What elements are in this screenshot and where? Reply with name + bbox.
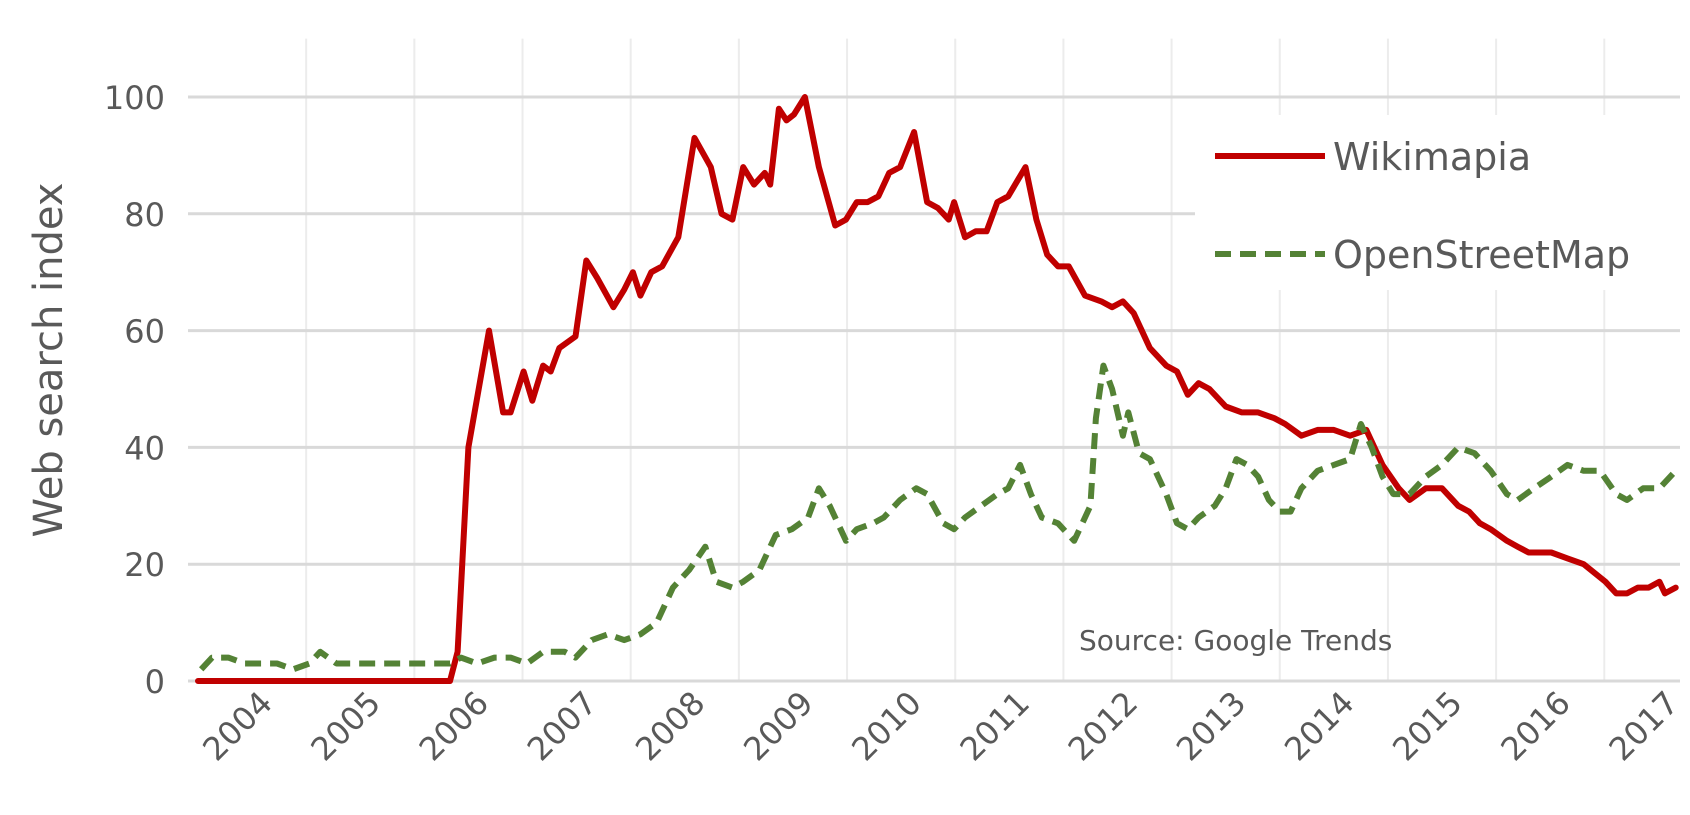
source-annotation: Source: Google Trends <box>1079 624 1392 657</box>
x-tick-label: 2010 <box>844 684 928 768</box>
x-tick-label: 2015 <box>1385 684 1469 768</box>
x-tick-label: 2011 <box>953 684 1037 768</box>
x-tick-label: 2004 <box>195 684 279 768</box>
y-tick-label: 0 <box>145 663 165 701</box>
y-tick-label: 100 <box>104 79 165 117</box>
y-tick-labels: 0 20 40 60 80 100 <box>104 79 165 701</box>
legend-label-openstreetmap: OpenStreetMap <box>1333 233 1630 277</box>
legend-label-wikimapia: Wikimapia <box>1333 135 1531 179</box>
y-tick-label: 60 <box>124 313 165 351</box>
x-tick-label: 2008 <box>628 684 712 768</box>
series-line-openstreetmap <box>199 362 1678 673</box>
x-tick-label: 2005 <box>303 684 387 768</box>
series-lines <box>195 94 1679 684</box>
x-tick-label: 2012 <box>1061 684 1145 768</box>
x-tick-label: 2006 <box>412 684 496 768</box>
legend-background <box>1195 115 1685 290</box>
x-tick-label: 2007 <box>520 684 604 768</box>
x-tick-label: 2017 <box>1602 684 1686 768</box>
y-tick-label: 40 <box>124 429 165 467</box>
y-axis-label: Web search index <box>26 183 72 538</box>
x-tick-label: 2016 <box>1493 684 1577 768</box>
y-tick-label: 80 <box>124 196 165 234</box>
x-tick-label: 2014 <box>1277 684 1361 768</box>
x-tick-labels: 2004 2005 2006 2007 2008 2009 2010 2011 2012 2013… <box>195 684 1686 768</box>
x-tick-label: 2009 <box>736 684 820 768</box>
x-tick-label: 2013 <box>1169 684 1253 768</box>
series-line-wikimapia <box>195 94 1679 684</box>
legend: Wikimapia OpenStreetMap <box>1195 115 1685 290</box>
y-tick-label: 20 <box>124 546 165 584</box>
